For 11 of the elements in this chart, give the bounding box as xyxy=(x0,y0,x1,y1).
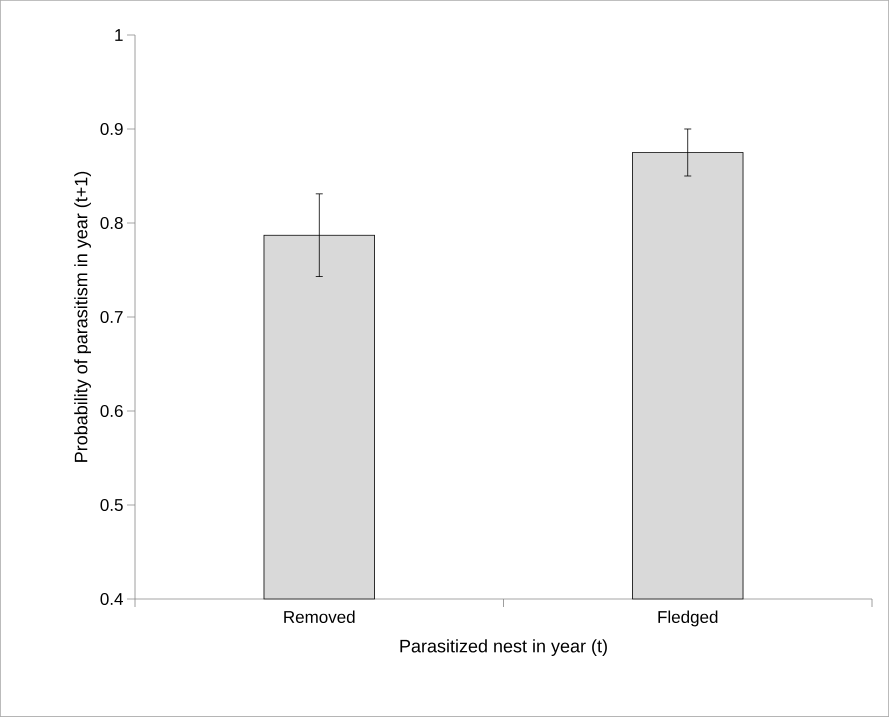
x-tick-label: Removed xyxy=(284,610,355,624)
y-tick-label: 0.9 xyxy=(100,122,123,136)
y-tick-label: 1 xyxy=(115,29,123,41)
x-axis-title: Parasitized nest in year (t) xyxy=(400,639,607,656)
y-tick-label: 0.6 xyxy=(100,404,123,418)
y-tick-label: 0.4 xyxy=(100,592,123,606)
y-tick-label: 0.8 xyxy=(100,216,123,230)
y-axis-title: Probability of parasitism in year (t+1) xyxy=(74,172,91,462)
y-tick-label: 0.7 xyxy=(100,310,123,324)
x-tick-label: Fledged xyxy=(658,610,718,626)
y-tick-label: 0.5 xyxy=(100,498,123,512)
